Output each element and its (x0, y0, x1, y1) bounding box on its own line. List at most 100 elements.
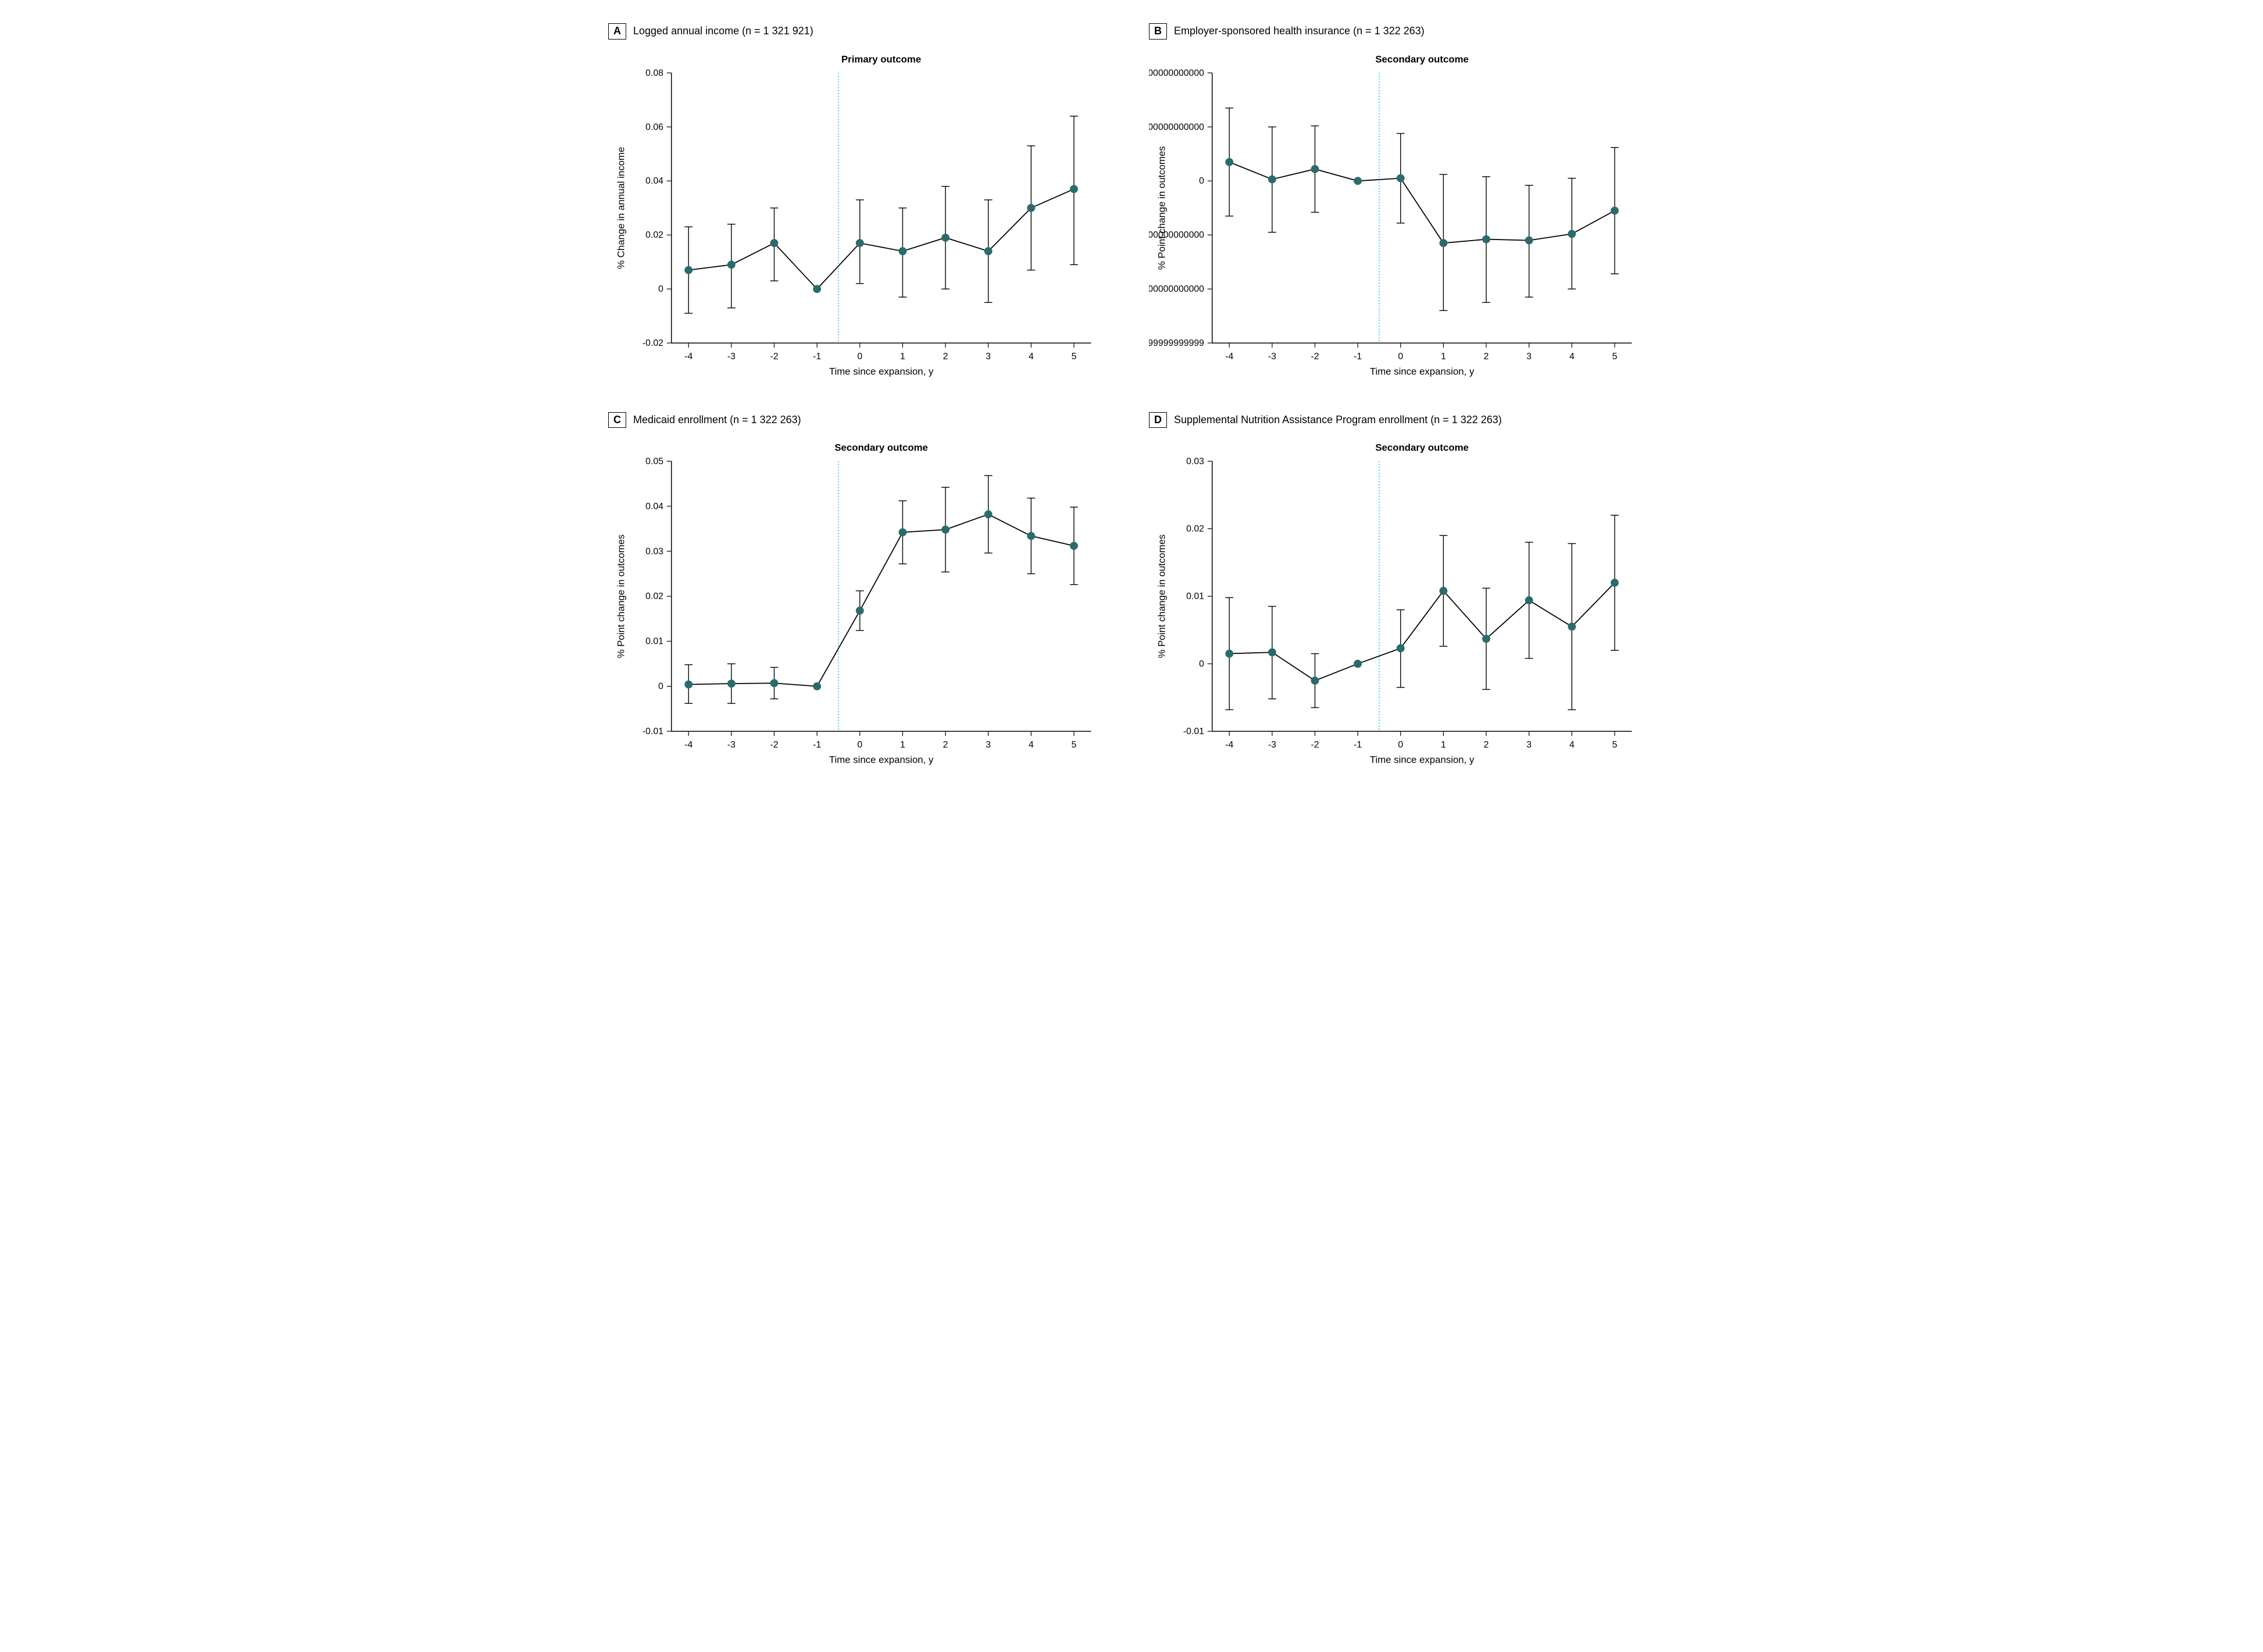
x-axis-label: Time since expansion, y (1370, 366, 1475, 377)
chart-container: Secondary outcome-0.029999999999999999-0… (1149, 44, 1655, 389)
panel-title: Logged annual income (n = 1 321 921) (633, 25, 813, 37)
x-tick-label: 5 (1072, 740, 1077, 750)
panel-letter: A (608, 23, 626, 40)
y-tick-label: 0.03 (1186, 457, 1204, 467)
data-point (1568, 623, 1576, 631)
x-tick-label: 3 (986, 351, 991, 361)
x-axis-label: Time since expansion, y (1370, 755, 1475, 766)
data-point (1354, 660, 1362, 668)
x-tick-label: 0 (857, 351, 862, 361)
x-tick-label: 2 (1484, 351, 1489, 361)
data-point (1311, 165, 1319, 173)
data-point (899, 247, 907, 255)
y-tick-label: 0.010000000000000000 (1149, 122, 1204, 132)
data-point (813, 682, 821, 691)
data-point (1070, 185, 1078, 193)
data-point (1440, 239, 1448, 247)
x-tick-label: -2 (770, 351, 778, 361)
data-point (1070, 542, 1078, 550)
data-point (727, 260, 736, 269)
y-tick-label: 0.020000000000000000 (1149, 68, 1204, 78)
panel-title: Supplemental Nutrition Assistance Progra… (1174, 414, 1502, 426)
x-tick-label: 4 (1569, 351, 1575, 361)
x-tick-label: -4 (1225, 740, 1233, 750)
x-tick-label: 0 (1398, 351, 1403, 361)
y-tick-label: 0 (1199, 176, 1204, 186)
data-point (813, 285, 821, 293)
data-point (1354, 177, 1362, 185)
x-tick-label: 3 (986, 740, 991, 750)
x-tick-label: -3 (727, 740, 736, 750)
data-point (856, 607, 864, 615)
series-line (688, 189, 1074, 289)
y-tick-label: 0.02 (645, 230, 663, 240)
chart-container: Secondary outcome-0.0100.010.020.03-4-3-… (1149, 432, 1655, 777)
data-point (1225, 650, 1233, 658)
y-axis-label: % Point change in outcomes (1157, 146, 1168, 270)
panel-header: D Supplemental Nutrition Assistance Progr… (1149, 412, 1655, 428)
data-point (941, 526, 950, 534)
data-point (1268, 175, 1276, 183)
data-point (1611, 579, 1619, 587)
x-tick-label: 5 (1072, 351, 1077, 361)
series-line (688, 514, 1074, 686)
chart-svg: Secondary outcome-0.029999999999999999-0… (1149, 44, 1655, 389)
data-point (770, 239, 779, 247)
x-tick-label: 1 (900, 351, 905, 361)
y-tick-label: -0.01 (1183, 727, 1204, 736)
data-point (1568, 230, 1576, 238)
x-tick-label: -1 (1354, 740, 1362, 750)
panel-letter: D (1149, 412, 1167, 428)
x-tick-label: 4 (1569, 740, 1575, 750)
y-tick-label: 0.01 (645, 637, 663, 647)
x-tick-label: 5 (1612, 740, 1618, 750)
data-point (1027, 532, 1035, 540)
panel-b: B Employer-sponsored health insurance (n … (1149, 23, 1655, 389)
data-point (1440, 587, 1448, 595)
y-tick-label: 0.04 (645, 502, 663, 512)
x-tick-label: -3 (1268, 351, 1276, 361)
panel-letter: C (608, 412, 626, 428)
x-tick-label: -2 (1311, 740, 1319, 750)
x-axis-label: Time since expansion, y (829, 366, 934, 377)
y-tick-label: 0.02 (645, 592, 663, 602)
chart-container: Primary outcome-0.0200.020.040.060.08-4-… (608, 44, 1114, 389)
data-point (1397, 174, 1405, 182)
series-line (1229, 583, 1615, 681)
data-point (1482, 235, 1490, 243)
x-tick-label: 2 (1484, 740, 1489, 750)
x-tick-label: -1 (813, 351, 821, 361)
x-tick-label: -4 (1225, 351, 1233, 361)
y-axis-label: % Point change in outcomes (1157, 535, 1168, 659)
panel-header: A Logged annual income (n = 1 321 921) (608, 23, 1114, 40)
x-tick-label: -1 (813, 740, 821, 750)
y-tick-label: 0.05 (645, 457, 663, 467)
x-tick-label: 0 (1398, 740, 1403, 750)
data-point (941, 234, 950, 242)
panel-letter: B (1149, 23, 1167, 40)
series-line (1229, 162, 1615, 242)
x-tick-label: -1 (1354, 351, 1362, 361)
x-tick-label: 4 (1029, 351, 1034, 361)
y-tick-label: 0.06 (645, 122, 663, 132)
y-tick-label: -0.029999999999999999 (1149, 338, 1204, 348)
x-tick-label: 5 (1612, 351, 1618, 361)
x-tick-label: -3 (1268, 740, 1276, 750)
chart-svg: Secondary outcome-0.0100.010.020.030.040… (608, 432, 1114, 777)
y-tick-label: 0 (658, 682, 663, 692)
x-tick-label: 4 (1029, 740, 1034, 750)
x-tick-label: 1 (900, 740, 905, 750)
chart-svg: Secondary outcome-0.0100.010.020.03-4-3-… (1149, 432, 1655, 777)
data-point (1027, 203, 1035, 212)
panel-title: Employer-sponsored health insurance (n =… (1174, 25, 1425, 37)
data-point (684, 681, 693, 689)
chart-subtitle: Primary outcome (841, 53, 921, 65)
chart-subtitle: Secondary outcome (1375, 53, 1469, 65)
y-tick-label: -0.01 (643, 727, 663, 736)
y-tick-label: 0.08 (645, 68, 663, 78)
x-axis-label: Time since expansion, y (829, 755, 934, 766)
y-tick-label: 0.04 (645, 176, 663, 186)
data-point (727, 680, 736, 688)
panel-a: A Logged annual income (n = 1 321 921) Pri… (608, 23, 1114, 389)
data-point (984, 247, 993, 255)
